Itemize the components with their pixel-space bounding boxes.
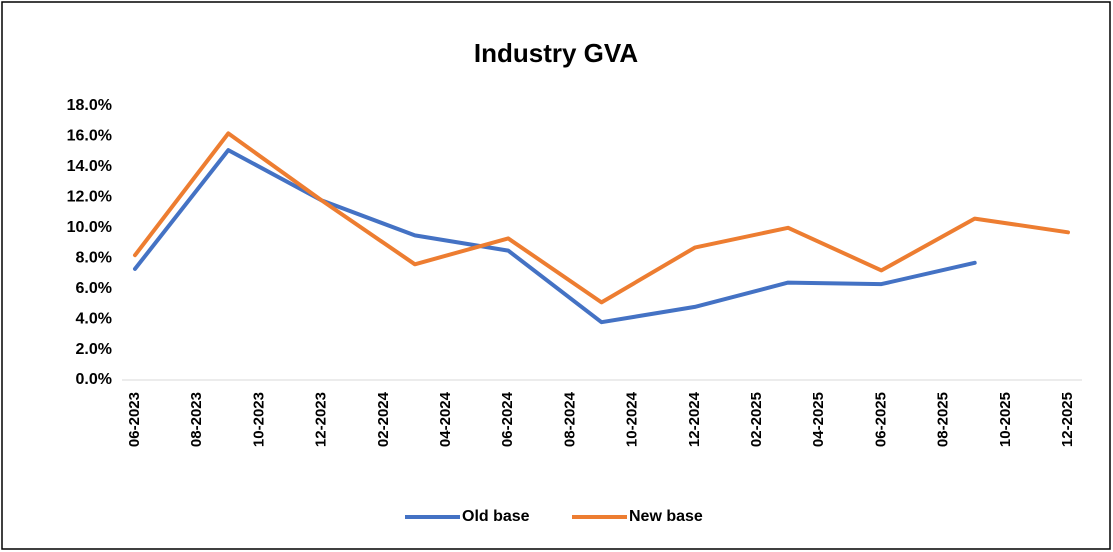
x-tick-label: 12-2023 — [313, 392, 330, 447]
x-tick-label: 08-2024 — [561, 391, 578, 447]
y-tick-label: 16.0% — [67, 128, 112, 145]
y-tick-label: 0.0% — [76, 371, 112, 388]
y-tick-label: 8.0% — [76, 249, 112, 266]
x-tick-label: 08-2023 — [188, 392, 205, 447]
y-tick-label: 14.0% — [67, 158, 112, 175]
y-tick-label: 4.0% — [76, 310, 112, 327]
x-tick-label: 06-2024 — [499, 391, 516, 447]
x-tick-label: 02-2024 — [375, 391, 392, 447]
line-series — [133, 131, 1070, 305]
x-tick-label: 08-2025 — [935, 392, 952, 447]
y-tick-label: 18.0% — [67, 97, 112, 114]
legend-label: Old base — [462, 508, 530, 525]
x-tick-label: 10-2024 — [624, 391, 641, 447]
x-tick-label: 02-2025 — [748, 392, 765, 447]
y-tick-label: 10.0% — [67, 219, 112, 236]
x-tick-label: 04-2024 — [437, 391, 454, 447]
x-tick-label: 04-2025 — [810, 392, 827, 447]
line-series — [133, 148, 977, 325]
x-tick-label: 12-2024 — [686, 391, 703, 447]
x-tick-label: 06-2025 — [872, 392, 889, 447]
y-tick-label: 2.0% — [76, 341, 112, 358]
y-tick-label: 6.0% — [76, 280, 112, 297]
legend-label: New base — [629, 508, 703, 525]
x-tick-label: 10-2023 — [250, 392, 267, 447]
chart-title: Industry GVA — [474, 38, 638, 68]
x-tick-label: 12-2025 — [1059, 392, 1076, 447]
x-tick-label: 06-2023 — [126, 392, 143, 447]
x-tick-label: 10-2025 — [997, 392, 1014, 447]
y-tick-label: 12.0% — [67, 189, 112, 206]
